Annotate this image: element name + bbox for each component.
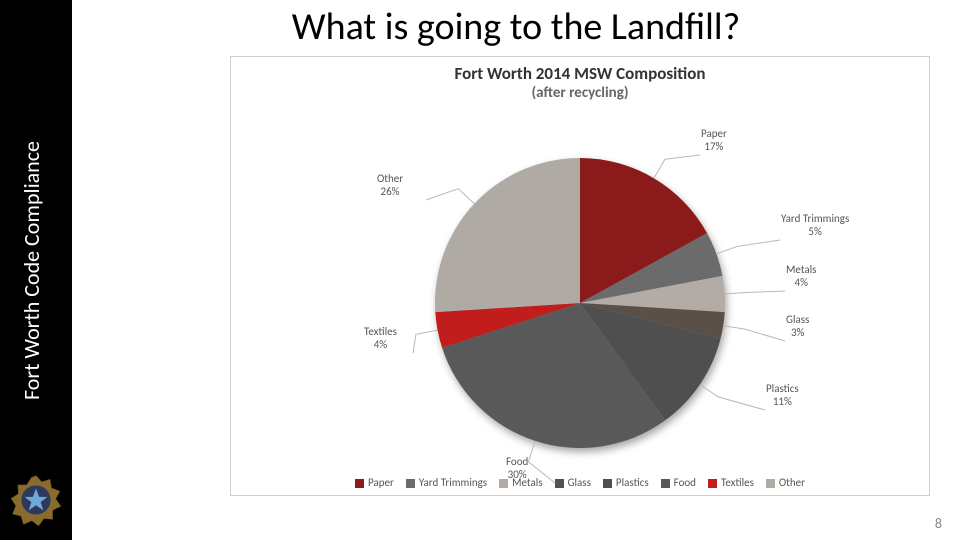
slide-title: What is going to the Landfill? — [72, 4, 960, 50]
sidebar-text: Fort Worth Code Compliance — [18, 141, 45, 400]
legend-swatch — [555, 479, 564, 488]
slice-label-paper: Paper17% — [701, 127, 727, 153]
chart-legend: PaperYard TrimmingsMetalsGlassPlasticsFo… — [231, 476, 929, 489]
compliance-badge-icon — [10, 474, 62, 526]
chart-container: Fort Worth 2014 MSW Composition (after r… — [230, 56, 930, 496]
legend-swatch — [406, 479, 415, 488]
page-number: 8 — [935, 515, 942, 532]
legend-swatch — [603, 479, 612, 488]
legend-swatch — [355, 479, 364, 488]
slice-label-metals: Metals4% — [786, 263, 816, 289]
legend-label: Yard Trimmings — [419, 476, 487, 489]
slide: Fort Worth Code Compliance What is going… — [0, 0, 960, 540]
legend-label: Textiles — [721, 476, 754, 489]
slice-label-food: Food30% — [506, 455, 528, 481]
legend-swatch — [708, 479, 717, 488]
slice-label-textiles: Textiles4% — [364, 325, 397, 351]
pie-slice-other — [435, 158, 580, 312]
legend-label: Other — [779, 476, 805, 489]
legend-label: Paper — [368, 476, 394, 489]
slice-label-plastics: Plastics11% — [766, 382, 799, 408]
legend-swatch — [766, 479, 775, 488]
slice-label-yard-trimmings: Yard Trimmings5% — [781, 212, 849, 238]
legend-swatch — [661, 479, 670, 488]
legend-label: Food — [674, 476, 696, 489]
slice-label-glass: Glass3% — [786, 313, 809, 339]
legend-label: Glass — [568, 476, 591, 489]
slice-label-other: Other26% — [377, 172, 403, 198]
pie-chart — [230, 75, 930, 495]
legend-label: Plastics — [616, 476, 649, 489]
